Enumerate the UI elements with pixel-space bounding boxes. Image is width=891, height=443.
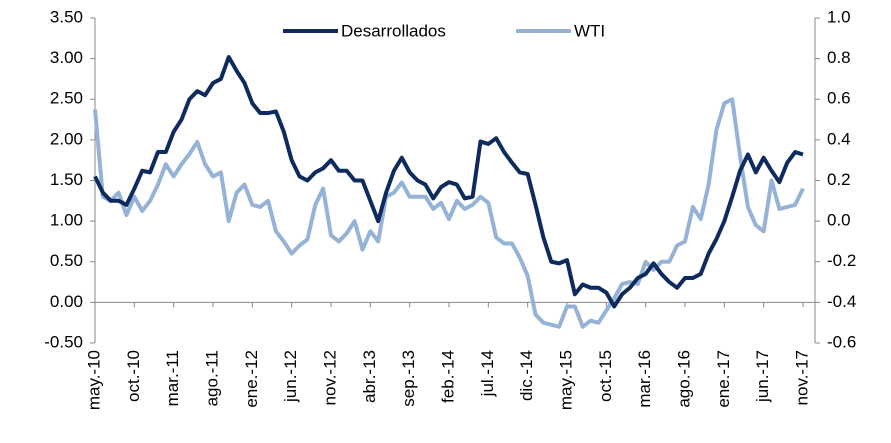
x-tick-label: oct.-15 <box>596 350 615 402</box>
legend-label: Desarrollados <box>341 21 446 40</box>
x-tick-label: nov.-12 <box>320 350 339 405</box>
y2-tick-label: 1.0 <box>827 7 851 26</box>
y2-tick-label: 0.4 <box>827 129 851 148</box>
y-tick-label: 3.00 <box>50 48 83 67</box>
series-line <box>93 55 804 309</box>
x-tick-label: nov.-17 <box>792 350 811 405</box>
series-line <box>93 97 805 329</box>
legend-label: WTI <box>574 21 605 40</box>
y2-tick-label: 0.0 <box>827 211 851 230</box>
x-tick-label: may.-10 <box>84 350 103 410</box>
y-tick-label: 1.50 <box>50 170 83 189</box>
y-tick-label: 0.50 <box>50 251 83 270</box>
y2-tick-label: -0.2 <box>827 251 856 270</box>
x-tick-label: ago.-16 <box>674 350 693 408</box>
x-tick-label: abr.-13 <box>360 350 379 403</box>
x-tick-label: ago.-11 <box>202 350 221 406</box>
x-tick-label: ene.-17 <box>714 350 733 408</box>
x-tick-label: oct.-10 <box>124 350 143 402</box>
y2-tick-label: 0.6 <box>827 89 851 108</box>
x-tick-label: may.-15 <box>556 350 575 410</box>
y2-tick-label: -0.6 <box>827 332 856 351</box>
x-tick-label: dic.-14 <box>517 350 536 401</box>
y-tick-label: -0.50 <box>44 332 83 351</box>
y-tick-label: 0.00 <box>50 292 83 311</box>
y-tick-label: 1.00 <box>50 211 83 230</box>
x-tick-label: jun.-17 <box>753 350 772 403</box>
x-tick-label: ene.-12 <box>242 350 261 408</box>
y-tick-label: 2.00 <box>50 129 83 148</box>
y2-tick-label: 0.2 <box>827 170 851 189</box>
y-tick-label: 2.50 <box>50 89 83 108</box>
y2-tick-label: 0.8 <box>827 48 851 67</box>
x-tick-label: jul.-14 <box>478 350 497 397</box>
x-tick-label: jun.-12 <box>281 350 300 403</box>
y2-tick-label: -0.4 <box>827 292 856 311</box>
x-tick-label: feb.-14 <box>438 350 457 403</box>
x-tick-label: mar.-11 <box>163 350 182 406</box>
x-tick-label: mar.-16 <box>635 350 654 408</box>
y-tick-label: 3.50 <box>50 7 83 26</box>
x-tick-label: sep.-13 <box>399 350 418 407</box>
